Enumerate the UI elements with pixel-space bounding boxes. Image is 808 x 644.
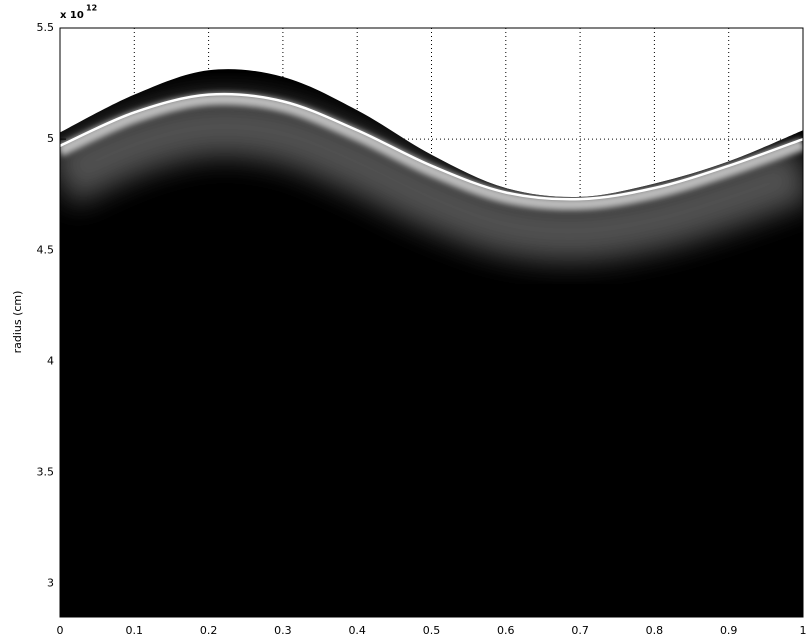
x-tick-label: 0.4: [348, 624, 366, 637]
y-axis-label: radius (cm): [11, 291, 24, 354]
x-tick-label: 0.3: [274, 624, 292, 637]
x-tick-label: 0.8: [646, 624, 664, 637]
glow: [60, 96, 803, 262]
x-tick-label: 0: [57, 624, 64, 637]
x-tick-label: 0.6: [497, 624, 515, 637]
y-tick-label: 5.5: [37, 21, 55, 34]
glow-group: [60, 92, 803, 262]
x-tick-label: 0.9: [720, 624, 738, 637]
x-tick-label: 0.1: [126, 624, 144, 637]
x-tick-label: 0.2: [200, 624, 218, 637]
x-tick-label: 1: [800, 624, 807, 637]
glow: [60, 93, 803, 211]
x-tick-label: 0.7: [571, 624, 589, 637]
y-multiplier: x 10: [60, 10, 84, 21]
y-tick-label: 3: [47, 577, 54, 590]
ridge-line: [60, 92, 803, 201]
y-tick-label: 3.5: [37, 466, 55, 479]
y-tick-label: 4: [47, 354, 54, 367]
y-multiplier-exponent: 12: [86, 4, 97, 13]
y-tick-label: 4.5: [37, 243, 55, 256]
x-tick-label: 0.5: [423, 624, 441, 637]
y-tick-label: 5: [47, 132, 54, 145]
